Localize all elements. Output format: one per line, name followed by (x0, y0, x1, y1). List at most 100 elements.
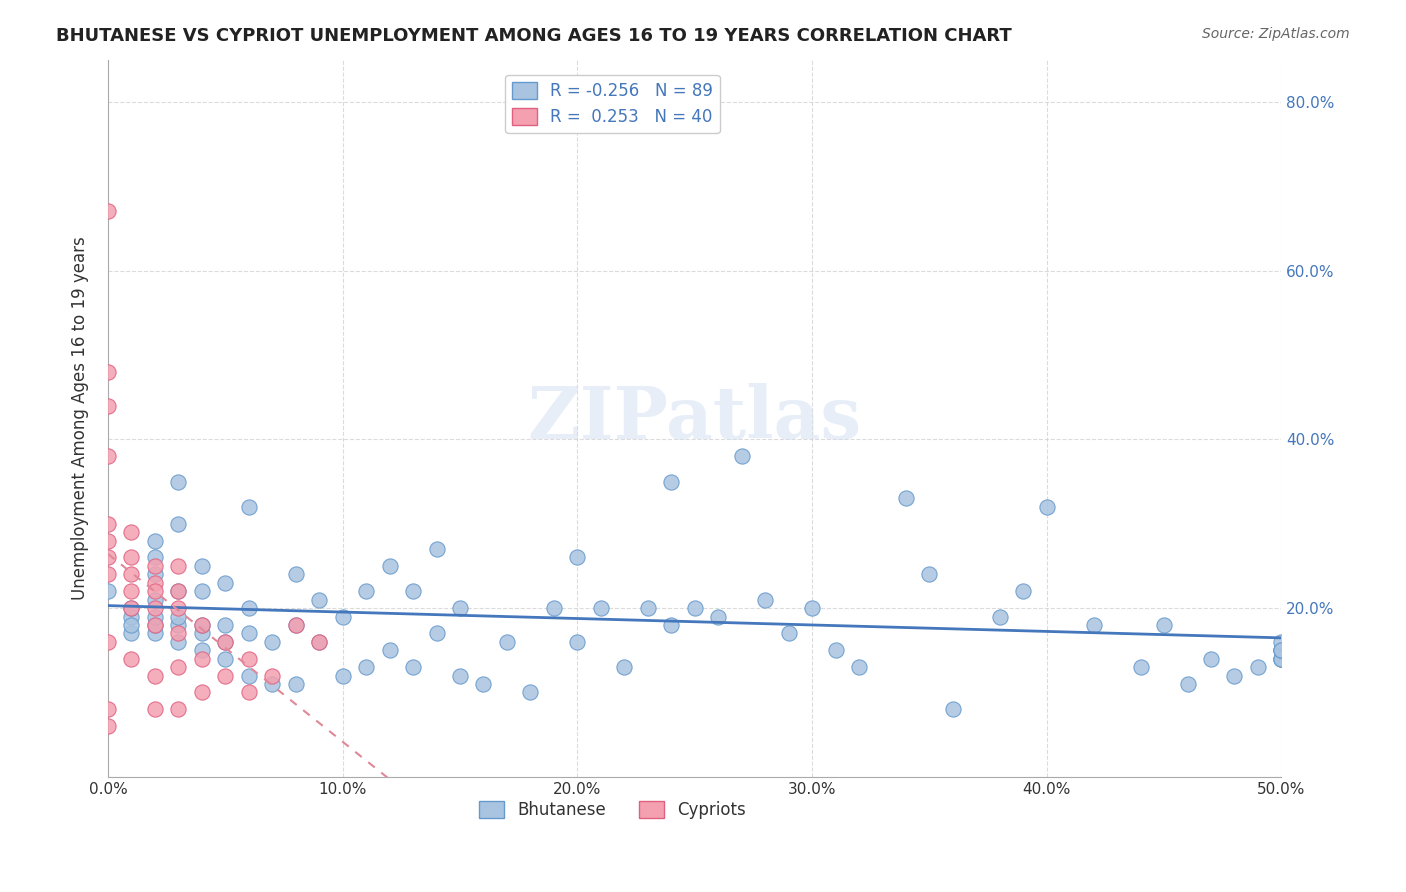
Point (191, 618, 214, 632)
Point (143, 567, 166, 582)
Point (167, 601, 190, 615)
Point (1012, 584, 1035, 599)
Point (1199, 651, 1222, 665)
Point (167, 660, 190, 674)
Point (238, 668, 260, 682)
Point (1177, 677, 1199, 691)
Point (449, 601, 471, 615)
Y-axis label: Unemployment Among Ages 16 to 19 years: Unemployment Among Ages 16 to 19 years (72, 236, 89, 600)
Point (143, 702, 166, 716)
Point (97, 533, 120, 548)
Point (238, 626, 260, 640)
Point (894, 491, 917, 506)
Point (167, 618, 190, 632)
Point (143, 618, 166, 632)
Point (120, 567, 142, 582)
Point (707, 609, 730, 624)
Point (1270, 651, 1292, 665)
Point (754, 592, 776, 607)
Point (402, 584, 425, 599)
Point (167, 475, 190, 489)
Point (97, 719, 120, 733)
Point (778, 626, 800, 640)
Point (97, 550, 120, 565)
Point (496, 635, 519, 649)
Point (143, 575, 166, 590)
Point (238, 601, 260, 615)
Point (97, 702, 120, 716)
Point (191, 643, 214, 657)
Point (120, 626, 142, 640)
Point (1083, 618, 1105, 632)
Point (167, 635, 190, 649)
Point (637, 601, 659, 615)
Point (167, 516, 190, 531)
Point (1223, 668, 1246, 682)
Point (543, 601, 565, 615)
Point (1270, 643, 1292, 657)
Legend: Bhutanese, Cypriots: Bhutanese, Cypriots (472, 795, 754, 826)
Point (191, 618, 214, 632)
Point (659, 475, 682, 489)
Point (97, 399, 120, 413)
Point (143, 558, 166, 573)
Point (143, 592, 166, 607)
Point (120, 651, 142, 665)
Point (191, 558, 214, 573)
Point (214, 635, 236, 649)
Point (238, 500, 260, 514)
Point (801, 601, 824, 615)
Point (425, 542, 447, 557)
Point (378, 558, 401, 573)
Point (191, 626, 214, 640)
Point (214, 635, 236, 649)
Point (120, 609, 142, 624)
Point (378, 643, 401, 657)
Point (519, 685, 541, 699)
Point (284, 677, 307, 691)
Point (143, 618, 166, 632)
Point (1129, 660, 1152, 674)
Point (1270, 651, 1292, 665)
Point (567, 635, 589, 649)
Point (120, 525, 142, 540)
Point (214, 618, 236, 632)
Point (97, 516, 120, 531)
Point (191, 685, 214, 699)
Text: Source: ZipAtlas.com: Source: ZipAtlas.com (1202, 27, 1350, 41)
Point (97, 365, 120, 379)
Point (332, 668, 354, 682)
Point (143, 601, 166, 615)
Point (918, 567, 941, 582)
Point (97, 567, 120, 582)
Point (120, 601, 142, 615)
Point (402, 660, 425, 674)
Point (824, 643, 846, 657)
Point (332, 609, 354, 624)
Point (191, 651, 214, 665)
Point (120, 601, 142, 615)
Point (214, 668, 236, 682)
Point (472, 677, 495, 691)
Point (97, 204, 120, 219)
Point (308, 592, 330, 607)
Point (262, 668, 284, 682)
Point (167, 702, 190, 716)
Point (284, 567, 307, 582)
Point (143, 609, 166, 624)
Point (143, 626, 166, 640)
Point (191, 584, 214, 599)
Point (120, 584, 142, 599)
Point (143, 584, 166, 599)
Point (988, 609, 1011, 624)
Point (214, 575, 236, 590)
Point (167, 609, 190, 624)
Point (167, 584, 190, 599)
Point (1270, 643, 1292, 657)
Text: ZIPatlas: ZIPatlas (527, 383, 862, 454)
Point (143, 533, 166, 548)
Point (214, 651, 236, 665)
Point (97, 584, 120, 599)
Point (97, 635, 120, 649)
Point (284, 618, 307, 632)
